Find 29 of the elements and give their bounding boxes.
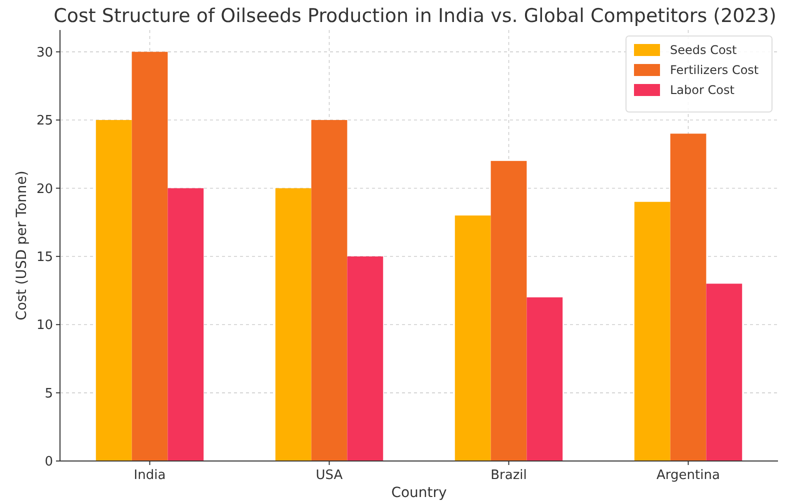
y-tick-label: 5: [44, 386, 53, 402]
bar: [275, 188, 312, 461]
x-tick-label: India: [134, 468, 166, 483]
chart-title: Cost Structure of Oilseeds Production in India vs. Global Competitors (2023): [54, 5, 776, 27]
legend-label: Labor Cost: [670, 83, 735, 98]
y-tick-label: 15: [36, 250, 53, 265]
y-tick-label: 30: [36, 45, 53, 60]
bar: [168, 188, 204, 461]
y-tick-label: 10: [36, 318, 53, 334]
bar: [311, 120, 348, 461]
x-tick-label: USA: [316, 468, 343, 483]
legend-label: Seeds Cost: [670, 43, 738, 58]
bar: [526, 297, 563, 461]
bar: [96, 120, 132, 461]
bar: [454, 215, 491, 461]
y-tick-label: 0: [44, 454, 53, 470]
x-tick-label: Brazil: [490, 468, 527, 483]
bar: [634, 202, 670, 461]
x-axis-title: Country: [391, 485, 447, 501]
y-tick-label: 25: [36, 114, 53, 129]
bar: [490, 160, 527, 461]
y-axis-title: Cost (USD per Tonne): [14, 170, 30, 320]
bar: [670, 134, 706, 461]
x-tick-label: Argentina: [656, 468, 720, 483]
y-tick-label: 20: [36, 182, 53, 197]
bar: [706, 284, 742, 461]
legend-label: Fertilizers Cost: [670, 63, 759, 78]
bar: [132, 52, 168, 461]
bar: [347, 256, 384, 461]
